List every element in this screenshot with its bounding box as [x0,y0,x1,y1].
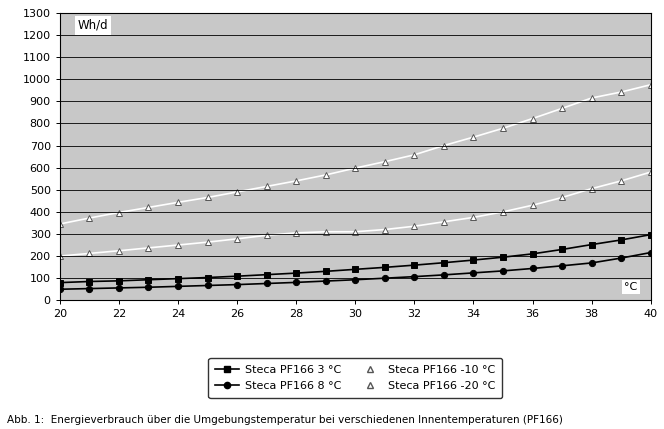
Steca PF166 -10 °C [263,233,271,238]
Text: Wh/d: Wh/d [78,19,108,32]
Steca PF166 8 °C [588,260,596,266]
Steca PF166 3 °C [381,265,389,270]
Steca PF166 3 °C [618,237,625,242]
Text: °C: °C [624,282,637,292]
Text: Abb. 1:  Energieverbrauch über die Umgebungstemperatur bei verschiedenen Innente: Abb. 1: Energieverbrauch über die Umgebu… [7,415,562,425]
Line: Steca PF166 -20 °C: Steca PF166 -20 °C [56,82,654,227]
Steca PF166 -10 °C [351,229,359,234]
Steca PF166 8 °C [410,274,418,279]
Steca PF166 -10 °C [618,178,625,184]
Line: Steca PF166 -10 °C: Steca PF166 -10 °C [56,169,654,259]
Steca PF166 -10 °C [381,227,389,232]
Steca PF166 -10 °C [85,251,93,256]
Steca PF166 3 °C [292,271,300,276]
Steca PF166 8 °C [469,270,477,275]
Steca PF166 -20 °C [203,195,211,200]
Steca PF166 -20 °C [469,135,477,140]
Steca PF166 8 °C [292,280,300,285]
Steca PF166 3 °C [263,272,271,277]
Steca PF166 3 °C [499,254,507,260]
Steca PF166 -20 °C [618,90,625,95]
Steca PF166 -10 °C [203,239,211,245]
Steca PF166 -10 °C [115,248,123,254]
Steca PF166 3 °C [469,257,477,263]
Steca PF166 3 °C [529,251,537,257]
Steca PF166 3 °C [203,275,211,280]
Steca PF166 -20 °C [56,221,64,227]
Steca PF166 3 °C [145,277,153,282]
Steca PF166 3 °C [410,263,418,268]
Steca PF166 -10 °C [174,242,182,248]
Line: Steca PF166 3 °C: Steca PF166 3 °C [56,232,654,286]
Steca PF166 -20 °C [588,95,596,100]
Steca PF166 8 °C [174,284,182,289]
Steca PF166 8 °C [529,266,537,271]
Steca PF166 -20 °C [647,82,655,87]
Steca PF166 -10 °C [440,219,448,224]
Steca PF166 -20 °C [115,210,123,215]
Steca PF166 8 °C [85,286,93,291]
Steca PF166 -10 °C [588,186,596,191]
Steca PF166 -20 °C [174,200,182,205]
Steca PF166 3 °C [115,278,123,284]
Steca PF166 3 °C [56,280,64,285]
Steca PF166 -20 °C [292,178,300,184]
Steca PF166 -20 °C [145,205,153,210]
Steca PF166 3 °C [440,260,448,265]
Steca PF166 -10 °C [322,229,330,234]
Steca PF166 8 °C [115,285,123,290]
Legend: Steca PF166 3 °C, Steca PF166 8 °C, Steca PF166 -10 °C, Steca PF166 -20 °C: Steca PF166 3 °C, Steca PF166 8 °C, Stec… [208,358,502,398]
Steca PF166 8 °C [56,287,64,292]
Steca PF166 8 °C [322,278,330,284]
Steca PF166 -10 °C [410,224,418,229]
Steca PF166 -20 °C [381,159,389,164]
Steca PF166 3 °C [647,232,655,237]
Steca PF166 3 °C [85,279,93,284]
Steca PF166 8 °C [145,285,153,290]
Steca PF166 3 °C [174,276,182,281]
Steca PF166 -20 °C [410,152,418,157]
Steca PF166 3 °C [351,267,359,272]
Line: Steca PF166 8 °C: Steca PF166 8 °C [56,249,654,293]
Steca PF166 3 °C [322,269,330,274]
Steca PF166 8 °C [440,272,448,278]
Steca PF166 -10 °C [499,209,507,214]
Steca PF166 8 °C [558,263,566,269]
Steca PF166 8 °C [499,268,507,273]
Steca PF166 8 °C [203,283,211,288]
Steca PF166 -10 °C [145,245,153,251]
Steca PF166 8 °C [647,250,655,255]
Steca PF166 -20 °C [322,172,330,178]
Steca PF166 -10 °C [529,202,537,208]
Steca PF166 -20 °C [85,215,93,221]
Steca PF166 8 °C [351,277,359,282]
Steca PF166 -20 °C [233,189,241,194]
Steca PF166 -20 °C [529,116,537,121]
Steca PF166 8 °C [618,256,625,261]
Steca PF166 -10 °C [56,254,64,259]
Steca PF166 -20 °C [351,166,359,171]
Steca PF166 -10 °C [647,169,655,175]
Steca PF166 -10 °C [233,236,241,242]
Steca PF166 -20 °C [440,143,448,148]
Steca PF166 -20 °C [499,126,507,131]
Steca PF166 3 °C [558,247,566,252]
Steca PF166 3 °C [233,274,241,279]
Steca PF166 8 °C [381,275,389,281]
Steca PF166 -10 °C [558,195,566,200]
Steca PF166 -10 °C [292,230,300,236]
Steca PF166 8 °C [263,281,271,286]
Steca PF166 -20 °C [558,106,566,111]
Steca PF166 -20 °C [263,184,271,189]
Steca PF166 -10 °C [469,215,477,220]
Steca PF166 3 °C [588,242,596,247]
Steca PF166 8 °C [233,282,241,287]
